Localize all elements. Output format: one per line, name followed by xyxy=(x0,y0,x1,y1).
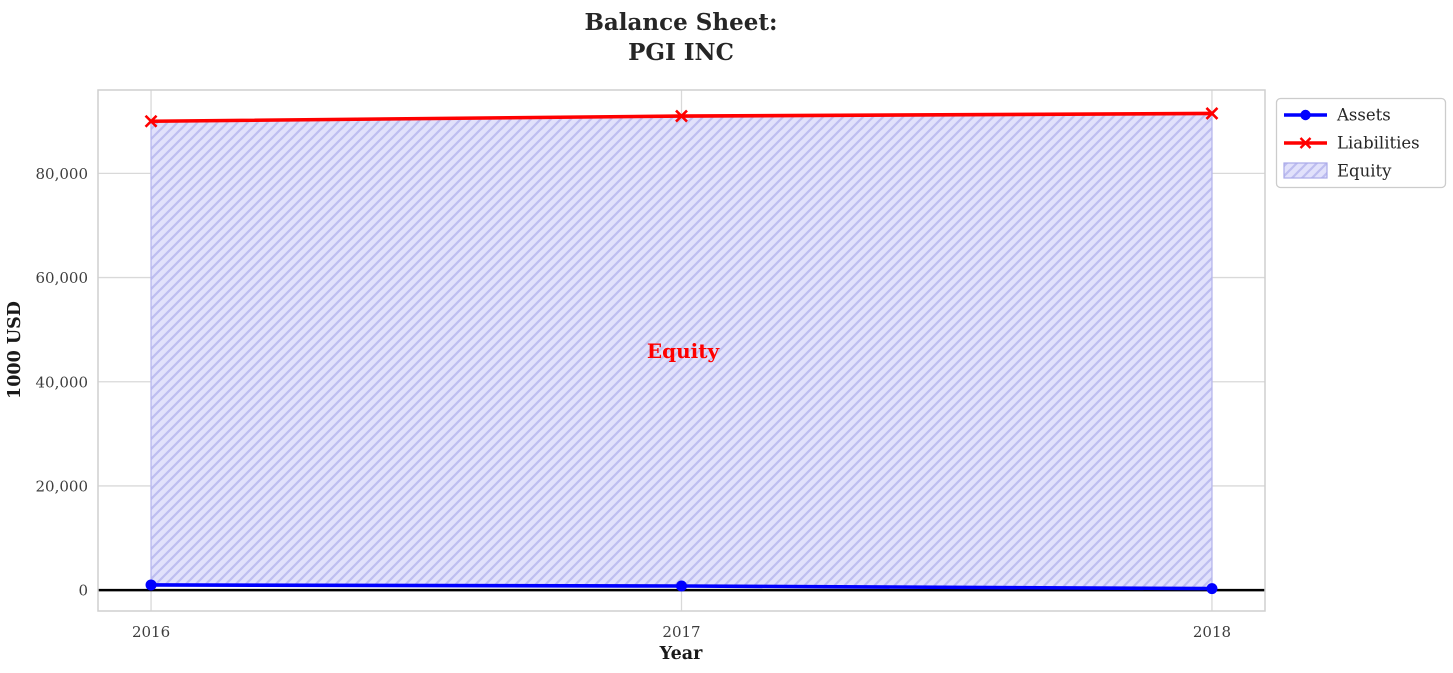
marker-circle-assets xyxy=(676,580,687,592)
y-tick-label: 20,000 xyxy=(36,477,89,495)
legend-assets-marker-icon xyxy=(1284,109,1327,121)
x-tick-label: 2018 xyxy=(1193,623,1231,641)
marker-circle-assets xyxy=(1206,583,1218,595)
y-tick-label: 80,000 xyxy=(36,165,89,183)
y-axis-tick-labels: 0 20,000 40,000 60,000 80,000 xyxy=(36,165,89,600)
y-tick-label: 40,000 xyxy=(36,373,89,391)
legend: Assets Liabilities Equity xyxy=(1275,97,1447,189)
y-axis-label: 1000 USD xyxy=(5,301,25,399)
y-tick-label: 0 xyxy=(78,582,88,600)
x-tick-label: 2016 xyxy=(132,623,170,641)
data-series xyxy=(144,107,1219,595)
legend-liabilities-marker-icon xyxy=(1284,137,1327,149)
x-axis-tick-labels: 2016 2017 2018 xyxy=(132,623,1231,641)
marker-x-liabilities xyxy=(144,114,158,128)
legend-label-liabilities: Liabilities xyxy=(1337,134,1420,153)
legend-label-assets: Assets xyxy=(1336,106,1391,125)
axes-border xyxy=(97,89,1266,612)
chart-title-line2: PGI INC xyxy=(628,39,734,66)
equity-annotation: Equity xyxy=(647,339,721,363)
marker-x-liabilities xyxy=(675,109,688,123)
legend-equity-swatch-icon xyxy=(1283,162,1328,179)
chart-title-line1: Balance Sheet: xyxy=(584,9,777,36)
legend-label-equity: Equity xyxy=(1337,162,1392,181)
x-axis-label: Year xyxy=(659,644,703,664)
x-tick-label: 2017 xyxy=(662,623,700,641)
y-tick-label: 60,000 xyxy=(36,269,89,287)
marker-x-liabilities xyxy=(1205,107,1219,120)
marker-circle-assets xyxy=(145,579,157,591)
